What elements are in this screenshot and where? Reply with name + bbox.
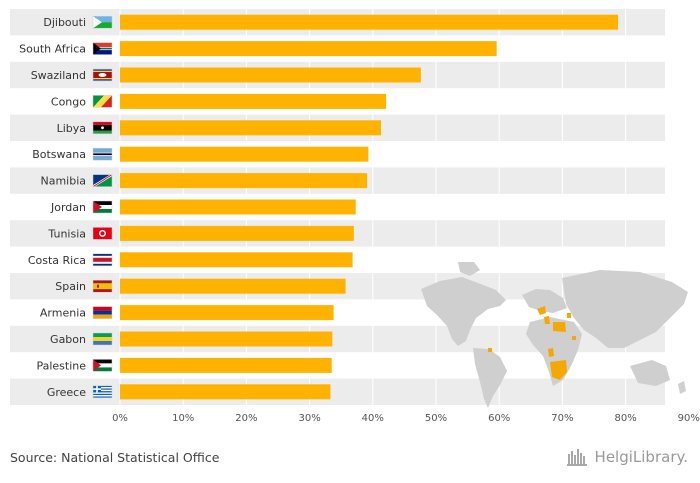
bar[interactable] bbox=[120, 41, 497, 57]
bar[interactable] bbox=[120, 93, 387, 109]
libya-highlight bbox=[553, 322, 566, 332]
bar[interactable] bbox=[120, 120, 382, 136]
bar[interactable] bbox=[120, 331, 333, 347]
south-africa-flag-icon bbox=[92, 42, 113, 55]
bar[interactable] bbox=[120, 384, 331, 400]
australia-shape bbox=[630, 360, 670, 386]
category-label: Tunisia bbox=[47, 227, 86, 240]
category-label: Namibia bbox=[40, 175, 86, 188]
north-america-shape bbox=[421, 277, 506, 346]
bar[interactable] bbox=[120, 146, 369, 162]
category-label: Libya bbox=[57, 122, 86, 135]
congo-gabon-highlight bbox=[548, 348, 554, 357]
category-label: Costa Rica bbox=[28, 254, 86, 267]
spain-flag-icon bbox=[92, 279, 113, 293]
djibouti-flag-icon bbox=[92, 15, 113, 29]
bar[interactable] bbox=[120, 252, 353, 268]
category-label: Botswana bbox=[32, 148, 86, 161]
x-tick-label: 0% bbox=[112, 413, 128, 424]
jordan-flag-icon bbox=[92, 200, 113, 214]
tunisia-flag-icon bbox=[92, 227, 113, 240]
bar[interactable] bbox=[120, 225, 354, 241]
category-label: Greece bbox=[47, 386, 86, 399]
greenland-shape bbox=[458, 262, 480, 276]
costa-rica-highlight bbox=[488, 348, 492, 352]
bar[interactable] bbox=[120, 278, 346, 294]
africa-shape bbox=[526, 317, 582, 386]
category-label: Swaziland bbox=[31, 69, 86, 82]
bar[interactable] bbox=[120, 67, 421, 83]
x-tick-label: 80% bbox=[614, 413, 636, 424]
europe-shape bbox=[522, 289, 567, 313]
brand-logo[interactable]: HelgiLibrary. bbox=[566, 448, 688, 466]
category-label: South Africa bbox=[19, 43, 86, 56]
x-tick-label: 40% bbox=[362, 413, 384, 424]
x-tick-label: 70% bbox=[551, 413, 573, 424]
x-tick-label: 50% bbox=[425, 413, 447, 424]
category-label: Jordan bbox=[50, 201, 86, 214]
x-tick-label: 10% bbox=[172, 413, 194, 424]
asia-shape bbox=[562, 270, 688, 348]
congo-flag-icon bbox=[92, 95, 113, 108]
library-icon bbox=[566, 448, 591, 466]
libya-flag-icon bbox=[92, 121, 113, 135]
spain-highlight bbox=[537, 306, 546, 315]
bar[interactable] bbox=[120, 199, 356, 215]
category-label: Gabon bbox=[50, 333, 86, 346]
x-tick-label: 30% bbox=[298, 413, 320, 424]
category-label: Palestine bbox=[36, 359, 86, 372]
category-label: Congo bbox=[51, 95, 86, 108]
bar[interactable] bbox=[120, 14, 619, 30]
botswana-flag-icon bbox=[92, 147, 113, 161]
x-tick-label: 60% bbox=[488, 413, 510, 424]
greece-flag-icon bbox=[92, 385, 113, 399]
swaziland-flag-icon bbox=[92, 68, 113, 82]
new-zealand-shape bbox=[678, 381, 686, 394]
djibouti-highlight bbox=[572, 336, 576, 340]
bar[interactable] bbox=[120, 173, 368, 189]
southern-africa-highlight bbox=[550, 360, 567, 380]
category-label: Djibouti bbox=[43, 16, 86, 29]
category-label: Spain bbox=[55, 280, 86, 293]
costa-rica-flag-icon bbox=[92, 253, 113, 267]
world-map bbox=[421, 262, 688, 408]
bar[interactable] bbox=[120, 305, 334, 321]
x-tick-label: 20% bbox=[235, 413, 257, 424]
category-label: Armenia bbox=[40, 307, 86, 320]
namibia-flag-icon bbox=[92, 174, 113, 187]
brand-name: HelgiLibrary. bbox=[594, 448, 688, 466]
x-tick-label: 90% bbox=[678, 413, 700, 424]
bar[interactable] bbox=[120, 357, 332, 373]
palestine-flag-icon bbox=[92, 359, 113, 372]
south-america-shape bbox=[473, 348, 507, 408]
tunisia-highlight bbox=[544, 316, 550, 324]
source-note: Source: National Statistical Office bbox=[10, 450, 220, 465]
bar-chart: Djibouti South Africa Swaziland Congo Libya B… bbox=[10, 9, 700, 424]
armenia-flag-icon bbox=[92, 306, 113, 319]
gabon-flag-icon bbox=[92, 332, 113, 346]
jordan-highlight bbox=[567, 313, 571, 318]
